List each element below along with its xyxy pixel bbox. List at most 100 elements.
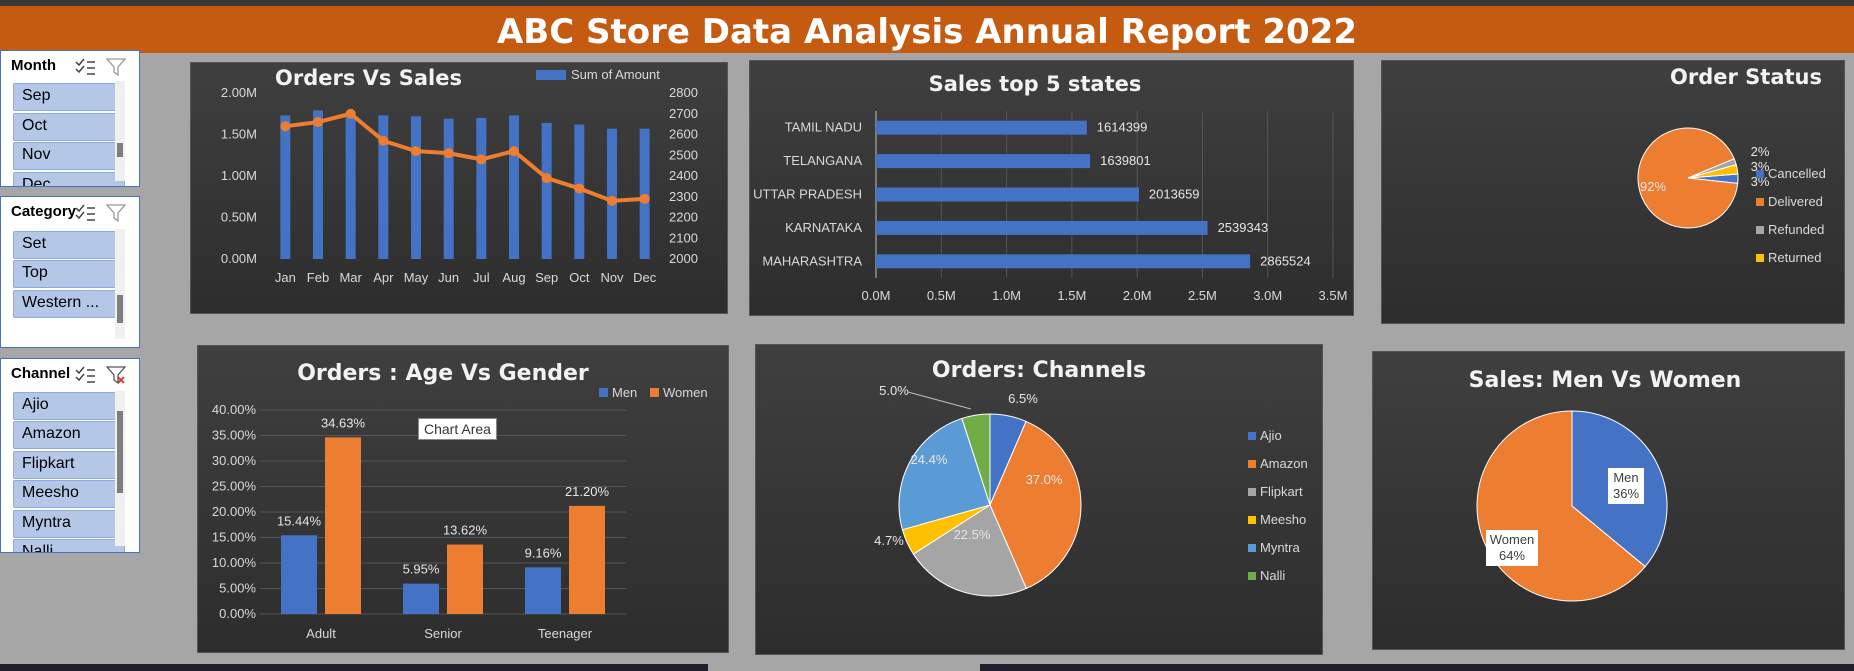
age-vs-gender-svg: Orders : Age Vs Gender 0.00% 5.00% 10.00% 15… xyxy=(212,361,708,641)
chart-sales-men-women[interactable]: Sales: Men Vs Women Men 36% Women 64% xyxy=(1372,351,1845,650)
slicer-category[interactable]: Category Set Top Western ... xyxy=(0,196,140,348)
bar-state-sales xyxy=(876,254,1251,269)
x-tick-label: 0.5M xyxy=(927,288,956,303)
chart-order-status[interactable]: Order Status 92% 2% 3% 3% Cancelled Delivered R… xyxy=(1381,60,1845,324)
data-label: 1639801 xyxy=(1100,153,1151,168)
data-label: 2539343 xyxy=(1218,220,1269,235)
bar-women xyxy=(569,505,605,614)
label-box xyxy=(1608,468,1644,504)
line-point xyxy=(280,121,291,132)
slicer-item-ajio[interactable]: Ajio xyxy=(13,392,125,420)
pie-slice xyxy=(912,504,1028,597)
slicer-channel[interactable]: Channel Ajio Amazon Flipkart Meesho Mynt… xyxy=(0,358,140,553)
chart-area-tooltip: Chart Area xyxy=(418,418,497,440)
clear-filter-icon[interactable] xyxy=(105,204,127,223)
data-label: 34.63% xyxy=(321,415,366,430)
state-label: KARNATAKA xyxy=(785,220,862,235)
right-tick-label: 2700 xyxy=(669,106,698,121)
chart-orders-vs-sales[interactable]: 0.00M 0.50M 1.00M 1.50M 2.00M 2000 2100 2200 230… xyxy=(190,62,728,314)
clear-filter-icon[interactable] xyxy=(105,58,127,77)
slicer-item-sep[interactable]: Sep xyxy=(13,83,125,111)
chart-title: Orders Vs Sales xyxy=(275,66,462,90)
legend-swatch xyxy=(536,70,566,80)
bar-men xyxy=(525,567,561,614)
legend-label: Sum of Amount xyxy=(571,67,660,82)
bar-orders xyxy=(607,128,617,259)
scroll-thumb[interactable] xyxy=(117,143,123,157)
bar-orders xyxy=(443,118,454,259)
slicer-item-nov[interactable]: Nov xyxy=(13,142,125,170)
slicer-item-amazon[interactable]: Amazon xyxy=(13,421,125,449)
state-label: MAHARASHTRA xyxy=(762,253,862,268)
x-tick-label: Jan xyxy=(275,270,296,285)
legend-swatch xyxy=(1248,572,1256,580)
pie-slice xyxy=(961,413,991,506)
right-tick-label: 2100 xyxy=(669,230,698,245)
legend-swatch xyxy=(1756,198,1764,206)
order-status-svg: Order Status92%2%3%3%CancelledDeliveredR… xyxy=(1637,65,1826,265)
slicer-item-oct[interactable]: Oct xyxy=(13,113,125,141)
clear-filter-active-icon[interactable] xyxy=(105,366,127,385)
chart-title: Orders: Channels xyxy=(932,358,1146,383)
x-tick-label: Aug xyxy=(502,270,525,285)
bottom-strip-right xyxy=(980,664,1854,671)
data-label: 92% xyxy=(1640,179,1666,194)
legend-label: Meesho xyxy=(1260,512,1306,527)
line-sales xyxy=(285,111,645,203)
data-label: 37.0% xyxy=(1026,472,1063,487)
y-tick-label: 35.00% xyxy=(212,428,257,443)
slicer-category-scrollbar[interactable] xyxy=(115,229,125,339)
bar-women xyxy=(447,544,483,614)
data-label: Men xyxy=(1613,470,1638,485)
legend-label: Ajio xyxy=(1260,428,1282,443)
slicer-item-set[interactable]: Set xyxy=(13,231,125,259)
x-tick-label: Sep xyxy=(535,270,558,285)
x-tick-label: Nov xyxy=(600,270,624,285)
slicer-item-dec[interactable]: Dec xyxy=(13,172,125,186)
line-point xyxy=(607,195,617,206)
slicer-month[interactable]: Month Sep Oct Nov Dec xyxy=(0,50,140,187)
line-point xyxy=(443,148,454,159)
sales-top5-states-svg: Sales top 5 states 0.0M 0.5M 1.0M 1.5M 2.0M 2.… xyxy=(753,72,1348,303)
slicer-channel-scrollbar[interactable] xyxy=(115,391,125,546)
y-tick-label: 15.00% xyxy=(212,530,257,545)
legend-label: Refunded xyxy=(1768,222,1824,237)
slicer-item-flipkart[interactable]: Flipkart xyxy=(13,451,125,479)
chart-title: Order Status xyxy=(1670,65,1822,89)
title-banner: ABC Store Data Analysis Annual Report 20… xyxy=(0,6,1854,53)
data-label: 15.44% xyxy=(277,513,322,528)
chart-orders-channels[interactable]: Orders: Channels 6.5% 37.0% 22.5% 4.7% 24.4% 5… xyxy=(755,344,1323,655)
slicer-item-meesho[interactable]: Meesho xyxy=(13,480,125,508)
slicer-item-western[interactable]: Western ... xyxy=(13,290,125,318)
bar-men xyxy=(403,583,439,614)
pie-slice xyxy=(989,420,1082,590)
line-point xyxy=(509,146,519,157)
chart-age-vs-gender[interactable]: Orders : Age Vs Gender 0.00% 5.00% 10.00% 15… xyxy=(197,345,729,653)
x-tick-label: 3.5M xyxy=(1319,288,1348,303)
y-tick-label: 0.00% xyxy=(219,606,256,621)
slicer-month-scrollbar[interactable] xyxy=(115,81,125,181)
line-point xyxy=(378,135,389,146)
slicer-item-top[interactable]: Top xyxy=(13,260,125,288)
legend-swatch xyxy=(1756,254,1764,262)
data-label: 21.20% xyxy=(565,484,610,499)
slicer-item-nalli[interactable]: Nalli xyxy=(13,539,125,552)
legend-swatch xyxy=(1248,432,1256,440)
chart-sales-top5-states[interactable]: Sales top 5 states 0.0M 0.5M 1.0M 1.5M 2.0M 2.… xyxy=(749,60,1354,316)
x-tick-label: Senior xyxy=(424,626,462,641)
slicer-channel-title: Channel xyxy=(11,365,71,382)
report-title: ABC Store Data Analysis Annual Report 20… xyxy=(496,12,1357,52)
slicer-month-icons xyxy=(75,58,127,77)
data-label: 2013659 xyxy=(1149,187,1200,202)
multi-select-icon[interactable] xyxy=(75,204,95,221)
scroll-thumb[interactable] xyxy=(117,295,123,323)
left-tick-label: 1.50M xyxy=(221,127,257,142)
line-point xyxy=(574,183,585,194)
excel-grid-strip xyxy=(0,0,1854,6)
scroll-thumb[interactable] xyxy=(117,411,123,493)
slicer-item-myntra[interactable]: Myntra xyxy=(13,510,125,538)
multi-select-icon[interactable] xyxy=(75,366,95,383)
data-label: 2% xyxy=(1751,144,1770,159)
multi-select-icon[interactable] xyxy=(75,58,95,75)
